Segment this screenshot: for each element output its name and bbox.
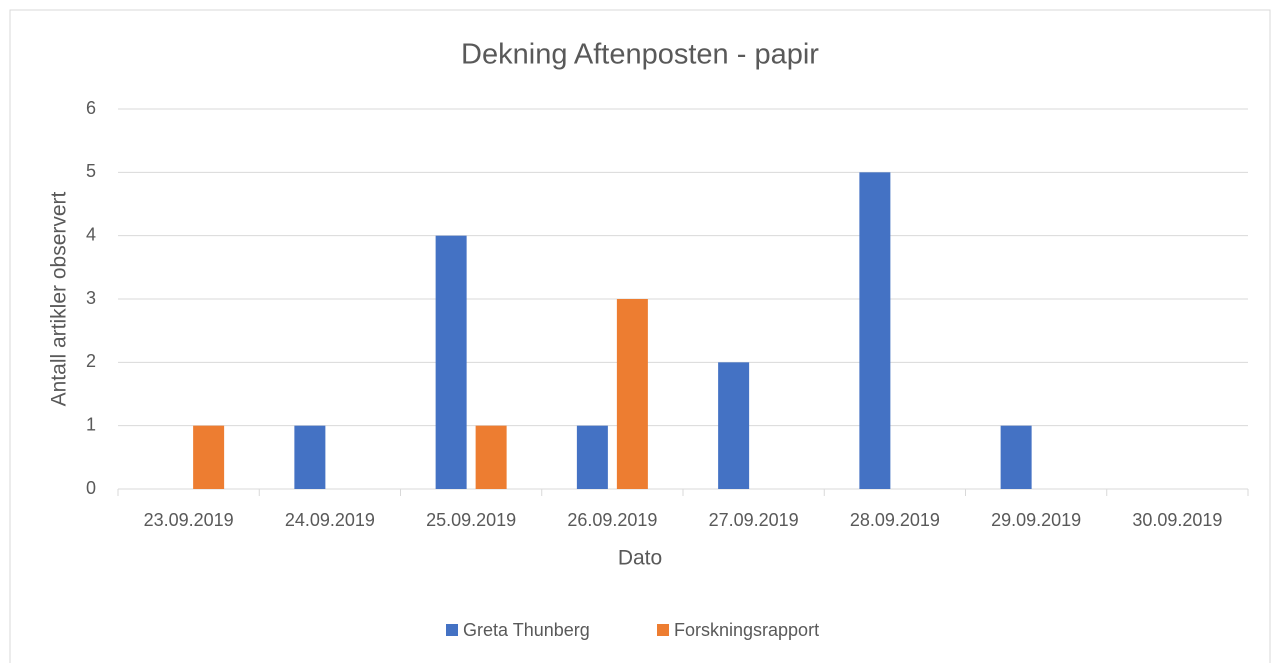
legend-swatch: [657, 624, 669, 636]
y-tick-label: 4: [86, 224, 96, 244]
x-tick-label: 23.09.2019: [144, 510, 234, 530]
x-tick-label: 29.09.2019: [991, 510, 1081, 530]
y-tick-label: 2: [86, 351, 96, 371]
bar: [718, 362, 750, 489]
x-tick-label: 30.09.2019: [1132, 510, 1222, 530]
legend-label: Forskningsrapport: [674, 620, 819, 640]
y-axis-title: Antall artikler observert: [48, 191, 71, 406]
bar: [616, 299, 648, 489]
bar: [475, 425, 507, 489]
y-tick-label: 3: [86, 288, 96, 308]
y-tick-label: 1: [86, 414, 96, 434]
bar: [294, 425, 326, 489]
x-axis-title: Dato: [618, 547, 662, 570]
bar: [1000, 425, 1032, 489]
x-tick-label: 27.09.2019: [709, 510, 799, 530]
legend-swatch: [446, 624, 458, 636]
bar: [576, 425, 608, 489]
bar: [859, 172, 891, 490]
bar: [435, 235, 467, 489]
y-tick-label: 6: [86, 98, 96, 118]
y-tick-label: 0: [86, 478, 96, 498]
legend-label: Greta Thunberg: [463, 620, 590, 640]
x-tick-label: 26.09.2019: [567, 510, 657, 530]
x-tick-label: 28.09.2019: [850, 510, 940, 530]
x-tick-label: 25.09.2019: [426, 510, 516, 530]
y-tick-label: 5: [86, 161, 96, 181]
chart-title: Dekning Aftenposten - papir: [461, 39, 819, 71]
bar: [193, 425, 225, 489]
x-tick-label: 24.09.2019: [285, 510, 375, 530]
